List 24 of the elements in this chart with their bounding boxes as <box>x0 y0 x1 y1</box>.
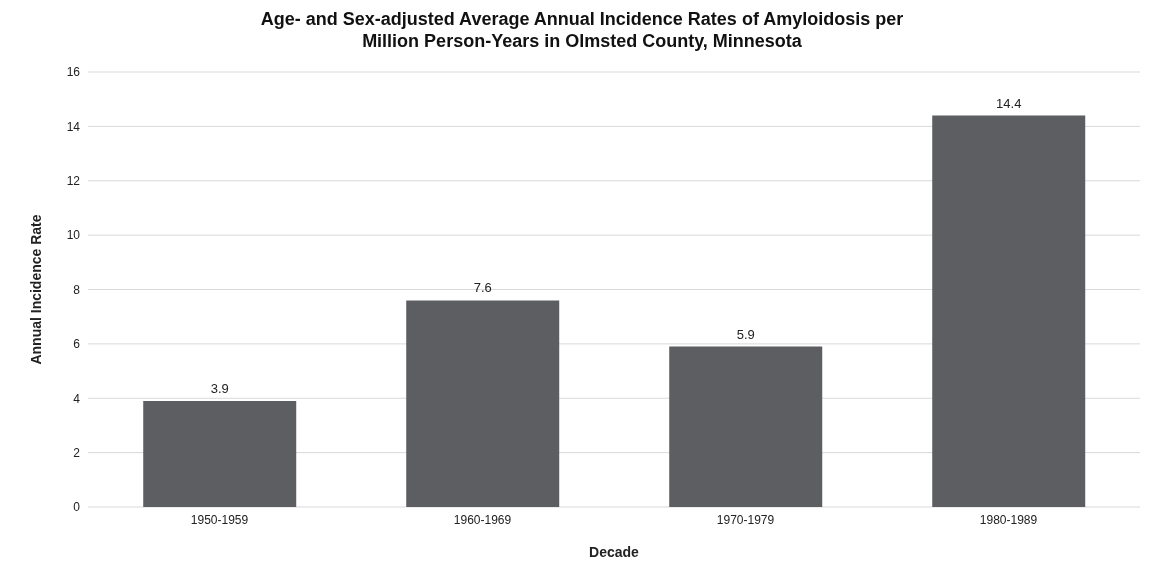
y-tick-label: 0 <box>73 500 81 515</box>
x-tick-label: 1980-1989 <box>979 512 1038 527</box>
bar <box>406 300 560 507</box>
data-label: 14.4 <box>996 95 1022 111</box>
y-tick-label: 14 <box>66 119 81 134</box>
y-tick-label: 6 <box>73 337 81 352</box>
data-label: 3.9 <box>210 380 229 396</box>
y-tick-label: 2 <box>73 445 81 460</box>
bar <box>143 400 297 507</box>
y-tick-label: 4 <box>73 391 81 406</box>
y-tick-label: 12 <box>66 174 81 189</box>
y-tick-label: 16 <box>66 65 81 80</box>
bar <box>669 346 823 507</box>
y-tick-label: 10 <box>66 228 81 243</box>
x-tick-label: 1970-1979 <box>716 512 775 527</box>
y-axis-title: Annual Incidence Rate <box>27 214 44 365</box>
data-label: 7.6 <box>473 280 492 296</box>
y-tick-label: 8 <box>73 282 81 297</box>
data-label: 5.9 <box>736 326 755 342</box>
x-axis-title: Decade <box>589 544 640 560</box>
x-tick-label: 1960-1969 <box>453 512 512 527</box>
bar <box>932 115 1086 507</box>
x-tick-label: 1950-1959 <box>190 512 249 527</box>
chart-title: Age- and Sex-adjusted Average Annual Incidence Rates of Amyloidosis per Million Person-Years in Olmsted County, Minnesota <box>259 8 905 52</box>
